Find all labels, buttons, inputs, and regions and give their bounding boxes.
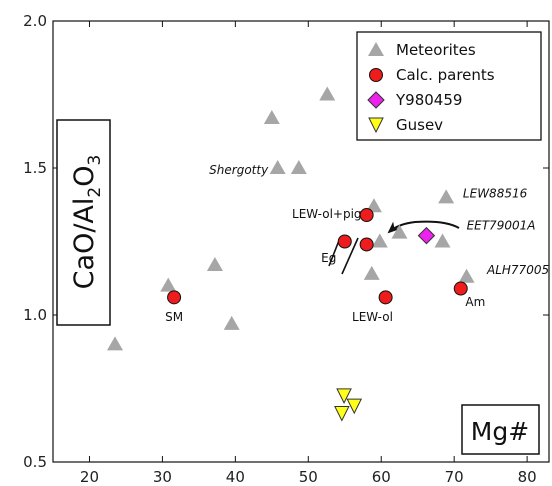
point-label: Eg [321,251,336,265]
calc-parents-point [359,237,374,252]
meteorites-point [363,265,380,280]
gusev-point [346,398,363,415]
eg-connector-line-2 [341,237,359,275]
meteorites-point [290,160,307,174]
meteorites-point [438,189,455,204]
legend: Meteorites Calc. parents Y980459 Gusev [356,31,542,141]
gusev-point [336,388,352,404]
point-label: ALH77005 [486,263,549,277]
calc-parents-point [453,281,468,296]
meteorites-point [319,86,336,101]
x-tick-label: 50 [299,468,318,486]
y-axis-title: CaO/Al2O3 [69,155,105,290]
meteorites-point [107,336,123,351]
legend-marker [369,68,383,82]
point-label: Shergotty [209,163,269,177]
x-tick-label: 40 [226,468,245,486]
meteorites-point [269,160,286,174]
meteorites-point [365,198,382,213]
x-tick-label: 20 [80,468,99,486]
y-tick-label: 1.0 [23,306,47,324]
calc-parents-point [378,290,393,305]
legend-marker [367,91,385,109]
calc-parents-point [167,290,182,305]
legend-marker [368,42,384,56]
meteorites-point [160,277,177,292]
y-tick-label: 2.0 [23,12,47,30]
x-tick-label: 60 [372,468,391,486]
legend-label: Meteorites [396,41,476,59]
calc-parents-point [337,234,352,249]
x-tick-label: 80 [518,468,537,486]
y980459-point [417,226,436,245]
legend-marker [368,117,384,134]
meteorites-point [391,224,408,239]
meteorites-point [458,268,475,283]
legend-label: Gusev [396,116,443,134]
y-tick-label: 0.5 [23,453,47,471]
x-axis-title-box: Mg# [461,404,540,455]
y-axis-title-box: CaO/Al2O3 [56,119,111,326]
meteorites-point [434,233,451,248]
point-label: LEW-ol [352,310,393,324]
eet79001a-arrow [387,220,460,234]
meteorites-point [206,257,223,272]
gusev-point [334,405,350,422]
point-label: EET79001A [467,219,536,233]
point-label: LEW-ol+pig [292,207,362,221]
y-tick-label: 1.5 [23,159,47,177]
x-tick-label: 30 [153,468,172,486]
legend-label: Calc. parents [396,66,495,84]
legend-label: Y980459 [395,91,462,109]
meteorites-point [263,110,280,125]
meteorites-point [223,315,240,330]
x-tick-label: 70 [445,468,464,486]
point-label: LEW88516 [463,186,528,200]
meteorites-point [371,233,388,248]
point-label: SM [165,310,183,324]
point-label: Am [465,295,485,309]
calc-parents-point [359,208,374,223]
x-axis-title: Mg# [471,417,529,446]
